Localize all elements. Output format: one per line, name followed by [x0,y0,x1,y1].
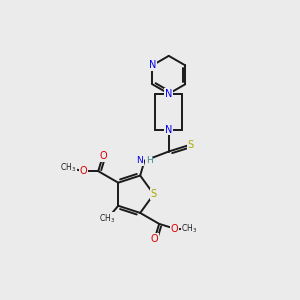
Text: CH$_3$: CH$_3$ [60,161,76,174]
Text: H: H [146,156,152,165]
Text: N: N [165,89,172,99]
Text: N: N [149,60,156,70]
Text: S: S [151,189,157,199]
Text: S: S [188,140,194,150]
Text: O: O [80,166,87,176]
Text: O: O [170,224,178,233]
Text: CH$_3$: CH$_3$ [99,213,115,225]
Text: N: N [136,156,143,165]
Text: O: O [151,234,158,244]
Text: CH$_3$: CH$_3$ [181,222,197,235]
Text: O: O [99,151,107,161]
Text: N: N [165,124,172,135]
